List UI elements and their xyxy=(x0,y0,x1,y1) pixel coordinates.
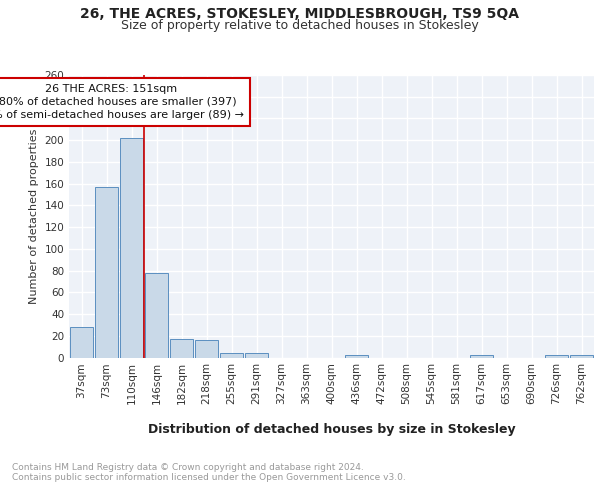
Bar xyxy=(95,187,118,358)
Bar xyxy=(344,356,368,358)
Text: Contains HM Land Registry data © Crown copyright and database right 2024.
Contai: Contains HM Land Registry data © Crown c… xyxy=(12,462,406,482)
Bar xyxy=(245,353,268,358)
Text: 26 THE ACRES: 151sqm
← 80% of detached houses are smaller (397)
18% of semi-deta: 26 THE ACRES: 151sqm ← 80% of detached h… xyxy=(0,84,245,120)
Bar xyxy=(70,327,94,358)
Bar xyxy=(569,356,593,358)
Bar xyxy=(119,138,143,358)
Y-axis label: Number of detached properties: Number of detached properties xyxy=(29,128,39,304)
Text: 26, THE ACRES, STOKESLEY, MIDDLESBROUGH, TS9 5QA: 26, THE ACRES, STOKESLEY, MIDDLESBROUGH,… xyxy=(80,8,520,22)
Text: Distribution of detached houses by size in Stokesley: Distribution of detached houses by size … xyxy=(148,422,515,436)
Bar xyxy=(145,273,169,357)
Bar xyxy=(170,339,193,357)
Bar xyxy=(220,353,244,358)
Bar xyxy=(545,356,568,358)
Bar xyxy=(194,340,218,357)
Bar xyxy=(470,356,493,358)
Text: Size of property relative to detached houses in Stokesley: Size of property relative to detached ho… xyxy=(121,18,479,32)
